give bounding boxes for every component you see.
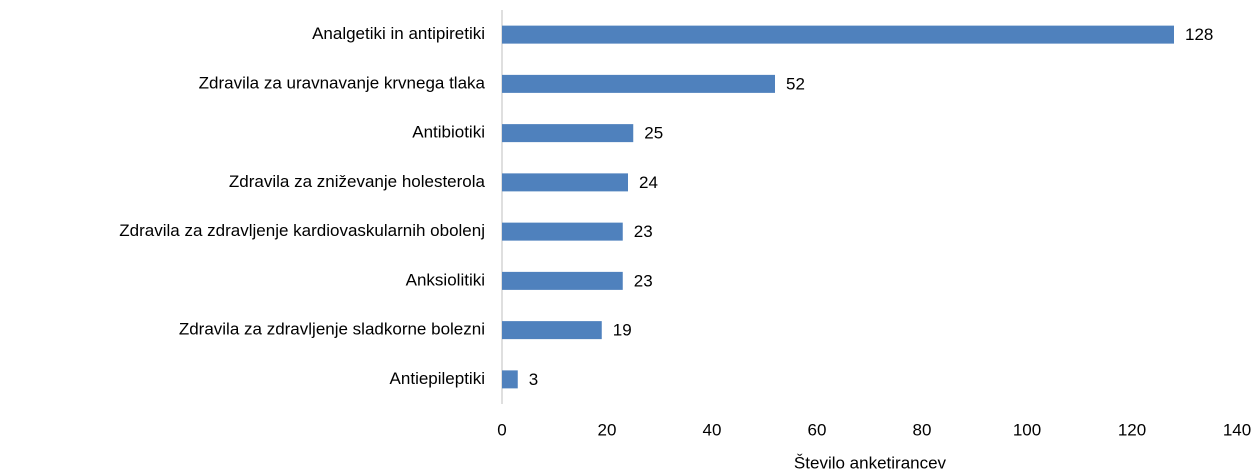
bar [502, 25, 1174, 44]
x-tick-label: 40 [703, 420, 722, 439]
value-label: 23 [634, 271, 653, 290]
x-axis-title: Število anketirancev [794, 453, 947, 472]
y-tick-label: Zdravila za zdravljenje kardiovaskularni… [119, 221, 485, 240]
value-label: 19 [613, 321, 632, 340]
y-tick-label: Zdravila za uravnavanje krvnega tlaka [199, 73, 486, 92]
x-tick-label: 20 [598, 420, 617, 439]
y-tick-label: Analgetiki in antipiretiki [312, 24, 485, 43]
y-tick-label: Anksiolitiki [406, 270, 485, 289]
bar [502, 74, 775, 93]
x-tick-label: 140 [1223, 420, 1251, 439]
y-tick-label: Antiepileptiki [390, 369, 485, 388]
y-tick-label: Zdravila za zdravljenje sladkorne bolezn… [179, 320, 485, 339]
x-tick-label: 60 [808, 420, 827, 439]
y-tick-label: Zdravila za zniževanje holesterola [229, 172, 486, 191]
bar [502, 271, 623, 290]
x-tick-label: 0 [497, 420, 506, 439]
bar [502, 222, 623, 241]
bar [502, 124, 634, 143]
value-label: 3 [529, 370, 538, 389]
value-label: 128 [1185, 25, 1213, 44]
x-tick-label: 100 [1013, 420, 1041, 439]
bar [502, 370, 518, 389]
value-label: 24 [639, 173, 658, 192]
value-label: 52 [786, 74, 805, 93]
value-label: 23 [634, 222, 653, 241]
bar [502, 173, 628, 192]
value-label: 25 [644, 124, 663, 143]
y-tick-label: Antibiotiki [412, 123, 485, 142]
x-tick-label: 120 [1118, 420, 1146, 439]
bar [502, 321, 602, 340]
x-tick-label: 80 [913, 420, 932, 439]
